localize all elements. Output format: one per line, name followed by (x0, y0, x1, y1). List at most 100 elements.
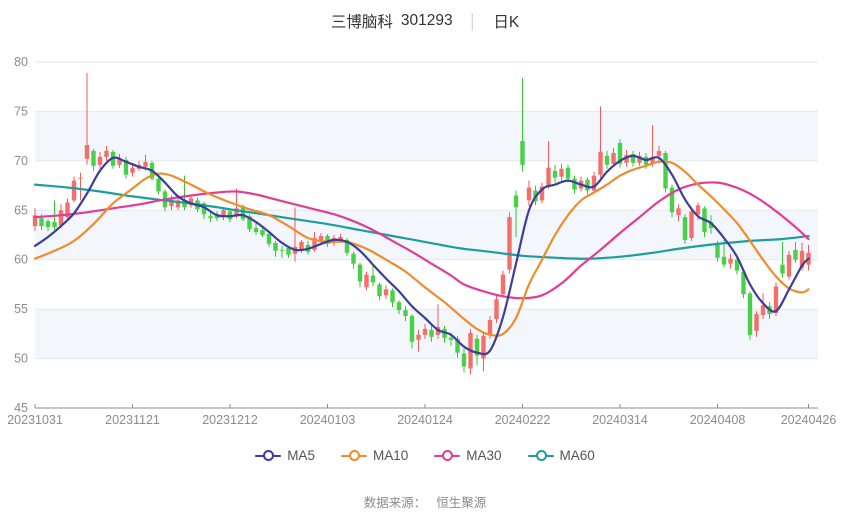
candle-body (390, 290, 395, 303)
chart-legend: MA5 MA10 MA30 MA60 (0, 448, 850, 463)
candle-body (182, 200, 187, 208)
candle-body (721, 256, 727, 265)
ma60-marker-icon (527, 450, 554, 461)
legend-label: MA60 (559, 448, 595, 463)
title-separator: │ (468, 13, 478, 29)
candle-body (253, 228, 259, 233)
candle-body (565, 167, 571, 179)
candle-body (799, 250, 805, 268)
candle-body (208, 216, 213, 219)
y-axis-label: 60 (14, 253, 28, 267)
candle-body (84, 145, 90, 159)
candle-body (585, 179, 590, 191)
candle-body (266, 234, 272, 244)
candle-body (143, 161, 148, 167)
candle-body (130, 167, 135, 173)
candle-body (364, 274, 369, 288)
candle-body (429, 329, 434, 337)
candle-body (91, 150, 96, 166)
candle-body (156, 178, 161, 192)
candle-body (481, 335, 486, 359)
candle-body (604, 155, 610, 165)
candle-body (656, 150, 662, 156)
candle-body (682, 217, 688, 240)
candle-body (617, 143, 623, 164)
candle-body (299, 241, 304, 250)
candle-body (104, 150, 109, 157)
candle-body (630, 153, 636, 163)
x-axis-label: 20240124 (397, 413, 453, 427)
ma5-marker-icon (255, 450, 282, 461)
candle-body (52, 222, 57, 228)
candle-body (624, 154, 629, 163)
candle-body (175, 200, 181, 208)
y-axis-label: 70 (14, 154, 28, 168)
candle-body (318, 235, 324, 242)
data-source-label: 数据来源： (363, 496, 427, 510)
candle-body (344, 239, 350, 253)
candle-body (286, 247, 291, 255)
candle-body (708, 222, 714, 229)
candle-body (32, 215, 38, 227)
candle-body (507, 217, 512, 270)
candle-body (728, 258, 733, 264)
ma-line-ma5 (33, 154, 810, 356)
stock-name: 三博脑科 (330, 14, 393, 31)
candle-body (409, 316, 415, 342)
legend-item-ma60[interactable]: MA60 (527, 448, 595, 463)
candle-body (546, 167, 551, 186)
candle-body (455, 338, 460, 353)
candle-body (780, 264, 785, 274)
x-axis-label: 20231031 (7, 413, 63, 427)
candle-body (754, 314, 759, 331)
candle-body (611, 152, 616, 164)
y-axis-label: 80 (14, 55, 28, 69)
candle-body (351, 253, 356, 264)
candle-body (383, 289, 389, 296)
candle-body (747, 293, 753, 335)
candlestick-chart[interactable]: 45 50 55 60 65 70 75 80 20231031 20231121 20231212… (0, 40, 850, 440)
candle-body (65, 202, 70, 218)
candle-body (591, 175, 597, 191)
band-row (35, 210, 818, 260)
candle-body (448, 337, 454, 340)
candle-body (552, 170, 558, 178)
candle-body (650, 156, 655, 164)
stock-code: 301293 (400, 12, 453, 29)
candle-body (734, 259, 740, 271)
data-source-value: 恒生聚源 (436, 496, 487, 510)
x-axis-label: 20240222 (495, 413, 551, 427)
candle-body (715, 244, 720, 258)
candle-body (403, 310, 408, 317)
candle-body (474, 338, 480, 356)
band-row (35, 111, 818, 161)
candle-body (221, 210, 226, 218)
candle-body (58, 210, 64, 226)
candle-body (422, 328, 428, 335)
candle-body (396, 302, 402, 311)
candle-body (689, 211, 694, 238)
legend-item-ma5[interactable]: MA5 (255, 448, 315, 463)
x-axis-label: 20240426 (781, 413, 837, 427)
candle-body (240, 206, 246, 220)
candle-body (357, 264, 363, 282)
candle-body (461, 353, 467, 367)
candle-body (598, 151, 603, 175)
x-axis-label: 20240408 (690, 413, 746, 427)
candle-body (377, 284, 382, 297)
candle-body (370, 275, 376, 283)
ma10-marker-icon (340, 450, 367, 461)
data-source: 数据来源： 恒生聚源 (0, 492, 850, 511)
candle-body (539, 186, 545, 201)
candle-body (78, 177, 83, 179)
legend-item-ma10[interactable]: MA10 (340, 448, 408, 463)
candle-body (123, 159, 129, 175)
y-axis-label: 65 (14, 203, 28, 217)
y-axis-label: 55 (14, 302, 28, 316)
candle-body (572, 178, 577, 190)
chart-title: 三博脑科 301293 │ 日K (0, 10, 850, 32)
candle-body (273, 242, 278, 251)
legend-item-ma30[interactable]: MA30 (434, 448, 502, 463)
y-axis-label: 50 (14, 352, 28, 366)
